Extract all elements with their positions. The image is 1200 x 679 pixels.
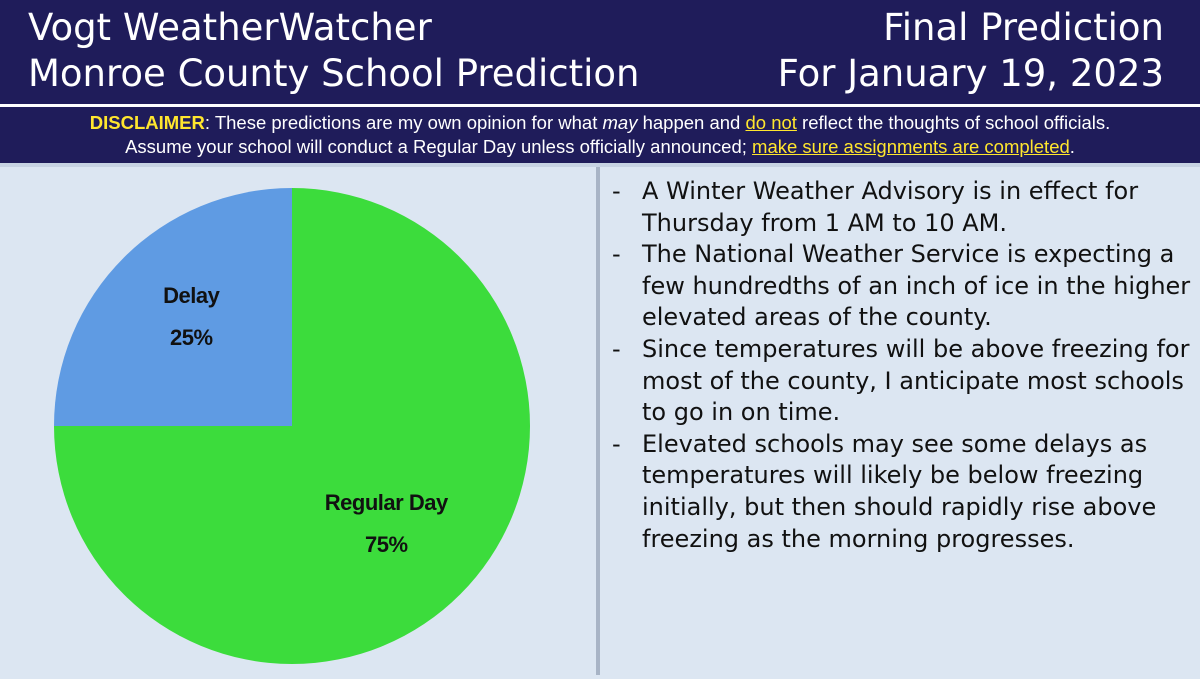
bullet-dash: - [612, 240, 621, 269]
bullet-dash: - [612, 334, 621, 363]
disclaimer-text-a: : These predictions are my own opinion f… [204, 112, 603, 133]
disclaimer-line-2: Assume your school will conduct a Regula… [0, 135, 1200, 159]
forecast-bullet: -A Winter Weather Advisory is in effect … [612, 176, 1192, 239]
forecast-bullet-list: -A Winter Weather Advisory is in effect … [612, 176, 1192, 555]
disclaimer-label: DISCLAIMER [89, 112, 205, 133]
prediction-date: For January 19, 2023 [777, 52, 1164, 95]
disclaimer-bar: DISCLAIMER: These predictions are my own… [0, 107, 1200, 163]
slice-label-delay: Delay [163, 283, 220, 308]
forecast-bullet: - Elevated schools may see some delays as… [612, 429, 1192, 555]
disclaimer-assignments-note: make sure assignments are completed [752, 136, 1070, 157]
prediction-pie-chart: Regular Day 75% Delay 25% [0, 167, 600, 675]
disclaimer-line2-text: Assume your school will conduct a Regula… [125, 136, 753, 157]
column-divider [596, 167, 600, 675]
forecast-bullet: - The National Weather Service is expecti… [612, 239, 1192, 334]
forecast-bullet: - Since temperatures will be above freezi… [612, 334, 1192, 429]
bullet-dash: - [612, 429, 621, 458]
slice-value-regular-day: 75% [365, 532, 408, 557]
bullet-text: Since temperatures will be above freezin… [642, 334, 1190, 427]
disclaimer-text-b: happen and [637, 112, 746, 133]
header-banner: Vogt WeatherWatcher Monroe County School… [0, 0, 1200, 104]
slice-value-delay: 25% [170, 325, 213, 350]
prediction-heading: Final Prediction [883, 6, 1164, 49]
bullet-dash: - [612, 177, 621, 205]
bullet-text: A Winter Weather Advisory is in effect f… [642, 177, 1139, 237]
disclaimer-text-c: reflect the thoughts of school officials… [796, 112, 1111, 133]
bullet-text: The National Weather Service is expectin… [642, 240, 1191, 332]
disclaimer-do-not: do not [745, 112, 797, 133]
bullet-text: Elevated schools may see some delays as … [642, 429, 1157, 553]
disclaimer-may: may [602, 112, 638, 133]
title-line-2: Monroe County School Prediction [28, 52, 640, 95]
header-divider [0, 104, 1200, 107]
slice-label-regular-day: Regular Day [325, 490, 449, 515]
disclaimer-line2-end: . [1069, 136, 1075, 157]
pie-chart-svg: Regular Day 75% Delay 25% [54, 188, 530, 664]
title-line-1: Vogt WeatherWatcher [28, 6, 432, 49]
pie-slice-delay [54, 188, 292, 426]
disclaimer-divider [0, 163, 1200, 167]
disclaimer-line-1: DISCLAIMER: These predictions are my own… [0, 111, 1200, 135]
